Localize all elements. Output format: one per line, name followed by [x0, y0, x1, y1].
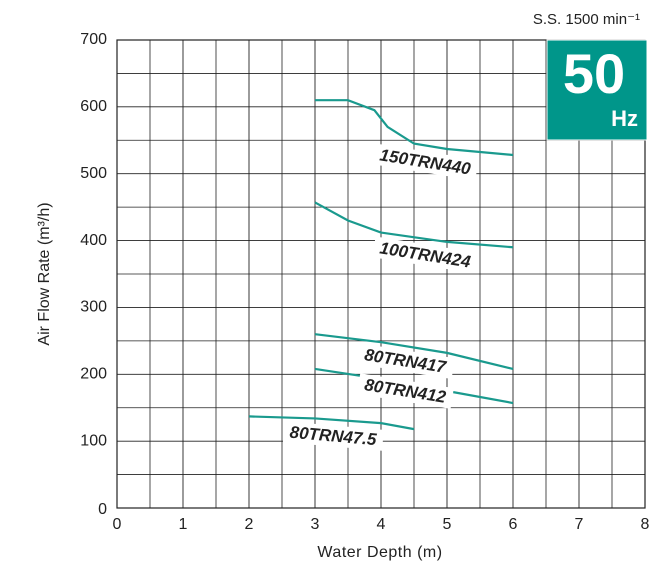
annotation: S.S. 1500 min⁻¹ — [533, 11, 640, 28]
y-tick-label: 400 — [80, 232, 107, 249]
label-background — [356, 373, 454, 409]
x-tick-label: 2 — [245, 516, 254, 533]
label-background — [356, 343, 455, 379]
y-tick-label: 500 — [80, 165, 107, 182]
y-tick-label: 600 — [80, 98, 107, 115]
series-label-text: 80TRN47.5 — [289, 423, 378, 450]
label-background — [282, 421, 384, 451]
x-tick-label: 1 — [179, 516, 188, 533]
badge — [546, 39, 648, 141]
series-line — [248, 415, 415, 431]
y-axis-label: Air Flow Rate (m³/h) — [36, 202, 53, 345]
y-tick-label: 100 — [80, 432, 107, 449]
series-label-text: 80TRN417 — [363, 345, 449, 377]
series-label: 80TRN47.5 — [282, 421, 384, 451]
label-background — [372, 143, 479, 181]
y-tick-label: 200 — [80, 366, 107, 383]
series-label: 80TRN417 — [356, 343, 455, 379]
series-line — [315, 99, 514, 157]
x-tick-label: 4 — [377, 516, 386, 533]
label-background — [372, 236, 479, 274]
y-tick-label: 700 — [80, 31, 107, 48]
series-line — [314, 333, 514, 371]
series-label: 150TRN440 — [372, 143, 479, 181]
series-label: 80TRN412 — [356, 373, 454, 409]
x-tick-label: 0 — [113, 516, 122, 533]
y-tick-label: 0 — [98, 501, 107, 518]
x-tick-label: 5 — [443, 516, 452, 533]
x-tick-label: 3 — [311, 516, 320, 533]
x-tick-label: 7 — [575, 516, 584, 533]
badge-unit: Hz — [611, 106, 638, 131]
x-tick-label: 8 — [641, 516, 649, 533]
y-tick-label: 300 — [80, 299, 107, 316]
badge-number: 50 — [563, 42, 625, 105]
series-label-text: 80TRN412 — [363, 375, 448, 407]
series-line — [314, 201, 514, 249]
x-axis-label: Water Depth (m) — [317, 544, 442, 561]
x-tick-label: 6 — [509, 516, 518, 533]
